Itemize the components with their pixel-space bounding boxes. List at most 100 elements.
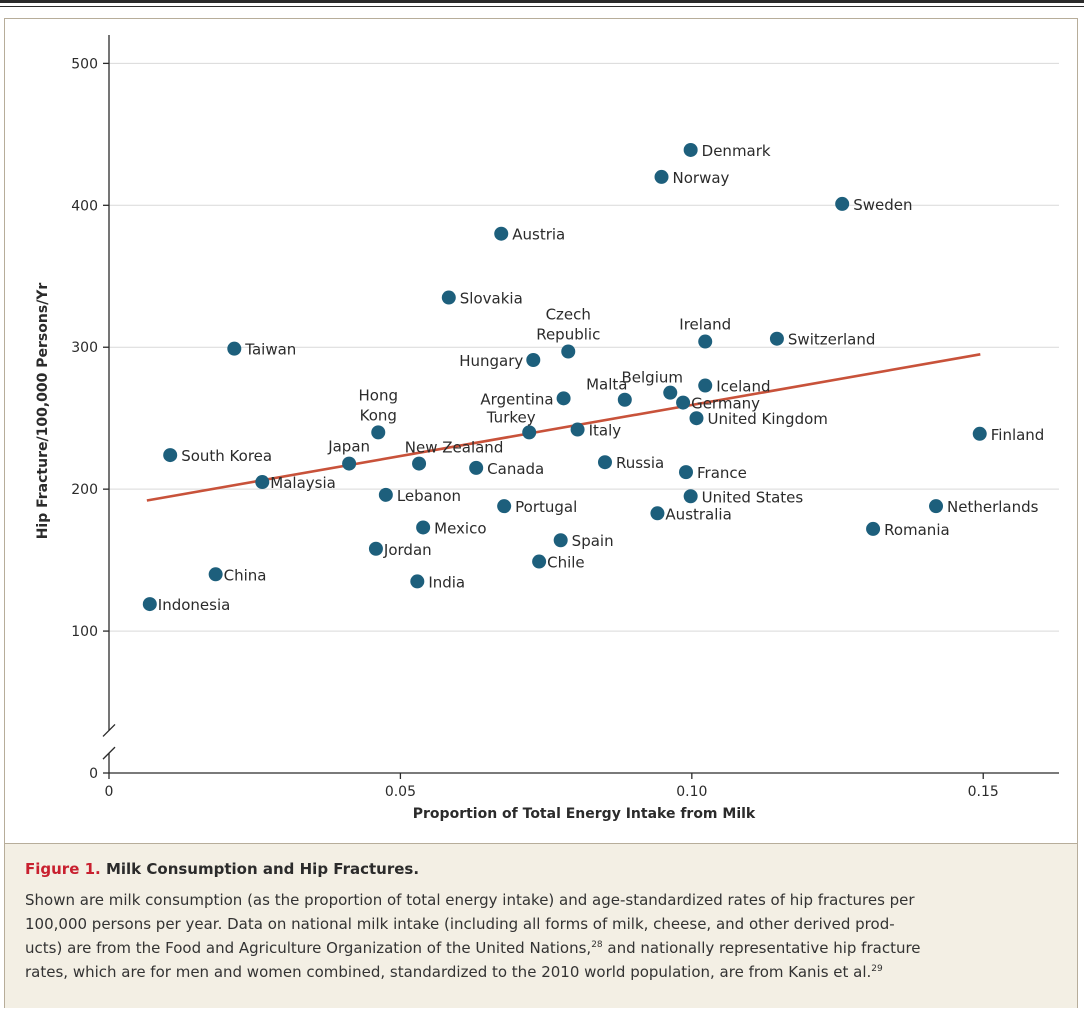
point-label: Finland	[991, 426, 1045, 444]
point-label: Spain	[572, 532, 614, 550]
point-label: New Zealand	[405, 439, 504, 457]
y-tick-label: 200	[71, 482, 98, 498]
point-label-line: Ireland	[679, 316, 731, 334]
data-point	[972, 426, 987, 441]
x-tick-label: 0.05	[385, 784, 416, 800]
point-label-line: Netherlands	[947, 498, 1039, 516]
data-point	[683, 142, 698, 157]
point-label: Netherlands	[947, 498, 1039, 516]
point-label-line: Czech	[546, 305, 591, 323]
scatter-chart: 0 100 200 300 400 500 0 0.05 0.10 0.15 Denmark Nor…	[35, 35, 1059, 822]
data-point	[835, 196, 850, 211]
data-point	[522, 425, 537, 440]
point-label-line: Kong	[360, 406, 397, 424]
data-point	[497, 499, 512, 514]
point-label-line: Argentina	[480, 390, 553, 408]
trend-line	[146, 353, 981, 502]
point-label-line: Jordan	[383, 541, 432, 559]
point-label: Japan	[327, 438, 370, 456]
point-label-line: China	[224, 566, 267, 584]
point-label: Czech Republic	[536, 305, 600, 343]
point-label-line: Austria	[512, 226, 565, 244]
point-label-line: Portugal	[515, 498, 577, 516]
caption-body: Shown are milk consumption (as the propo…	[25, 888, 1057, 984]
caption-line: ucts) are from the Food and Agriculture …	[25, 936, 1057, 960]
caption-line: Shown are milk consumption (as the propo…	[25, 891, 915, 909]
point-label-line: United Kingdom	[707, 410, 827, 428]
point-label: Australia	[665, 505, 731, 523]
point-label: Mexico	[434, 519, 486, 537]
point-label: Taiwan	[244, 341, 296, 359]
point-label-line: Canada	[487, 460, 544, 478]
figure-caption: Figure 1. Milk Consumption and Hip Fract…	[5, 843, 1077, 1008]
data-point	[553, 533, 568, 548]
point-label-line: Taiwan	[244, 341, 296, 359]
data-point	[378, 487, 393, 502]
data-point	[929, 499, 944, 514]
x-tick-label: 0.10	[676, 784, 707, 800]
point-label-line: Denmark	[702, 142, 771, 160]
axis-break-mark	[102, 746, 116, 760]
point-label: China	[224, 566, 267, 584]
data-point	[617, 392, 632, 407]
top-rule-secondary	[0, 6, 1084, 7]
point-label: Sweden	[853, 196, 912, 214]
y-tick-label: 500	[71, 56, 98, 72]
point-label-line: Malta	[586, 376, 627, 394]
point-label: India	[428, 573, 465, 591]
point-label: Chile	[547, 554, 585, 572]
x-tick-label: 0	[105, 784, 114, 800]
data-point	[371, 425, 386, 440]
point-label-line: Germany	[691, 395, 760, 413]
point-label-line: United States	[702, 488, 804, 506]
data-point	[866, 521, 881, 536]
y-tick-label: 400	[71, 198, 98, 214]
axis-break-mark	[102, 723, 116, 737]
y-tick-label: 100	[71, 624, 98, 640]
data-point	[208, 567, 223, 582]
data-point	[556, 391, 571, 406]
point-label-line: Turkey	[486, 408, 536, 426]
point-label-line: Hong	[359, 386, 399, 404]
data-point	[441, 290, 456, 305]
data-point	[368, 541, 383, 556]
point-label: France	[697, 464, 747, 482]
point-label-line: Hungary	[459, 352, 523, 370]
data-point	[698, 378, 713, 393]
point-label-line: South Korea	[181, 447, 272, 465]
data-point	[769, 331, 784, 346]
data-point	[142, 597, 157, 612]
data-point	[410, 574, 425, 589]
y-axis-title: Hip Fracture/100,000 Persons/Yr	[35, 283, 51, 540]
y-tick-label: 0	[89, 766, 98, 782]
data-point	[689, 411, 704, 426]
point-label-line: Norway	[673, 169, 730, 187]
x-tick-label: 0.15	[968, 784, 999, 800]
data-point	[676, 395, 691, 410]
data-point	[416, 520, 431, 535]
point-label: Lebanon	[397, 487, 461, 505]
data-point	[570, 422, 585, 437]
point-label: United Kingdom	[707, 410, 827, 428]
axes: 0 100 200 300 400 500 0 0.05 0.10 0.15	[71, 35, 1059, 800]
caption-heading: Figure 1. Milk Consumption and Hip Fract…	[25, 860, 419, 878]
gridlines	[109, 62, 1059, 632]
point-label-line: Belgium	[622, 369, 684, 387]
data-point	[532, 554, 547, 569]
point-label: Austria	[512, 226, 565, 244]
point-label-line: Spain	[572, 532, 614, 550]
point-label: Germany	[691, 395, 760, 413]
caption-text-fragment: and nationally representative hip fractu…	[602, 939, 921, 957]
data-point	[227, 341, 242, 356]
point-label: Malaysia	[270, 474, 336, 492]
figure-number: Figure 1.	[25, 860, 101, 878]
data-point	[163, 448, 178, 463]
point-label-line: Malaysia	[270, 474, 336, 492]
x-axis-title: Proportion of Total Energy Intake from M…	[413, 806, 756, 822]
point-label-line: Finland	[991, 426, 1045, 444]
figure-title: Milk Consumption and Hip Fractures.	[105, 860, 420, 878]
point-label: Malta	[586, 376, 627, 394]
reference-superscript: 29	[871, 964, 883, 974]
point-label: Russia	[616, 454, 664, 472]
data-point	[683, 489, 698, 504]
